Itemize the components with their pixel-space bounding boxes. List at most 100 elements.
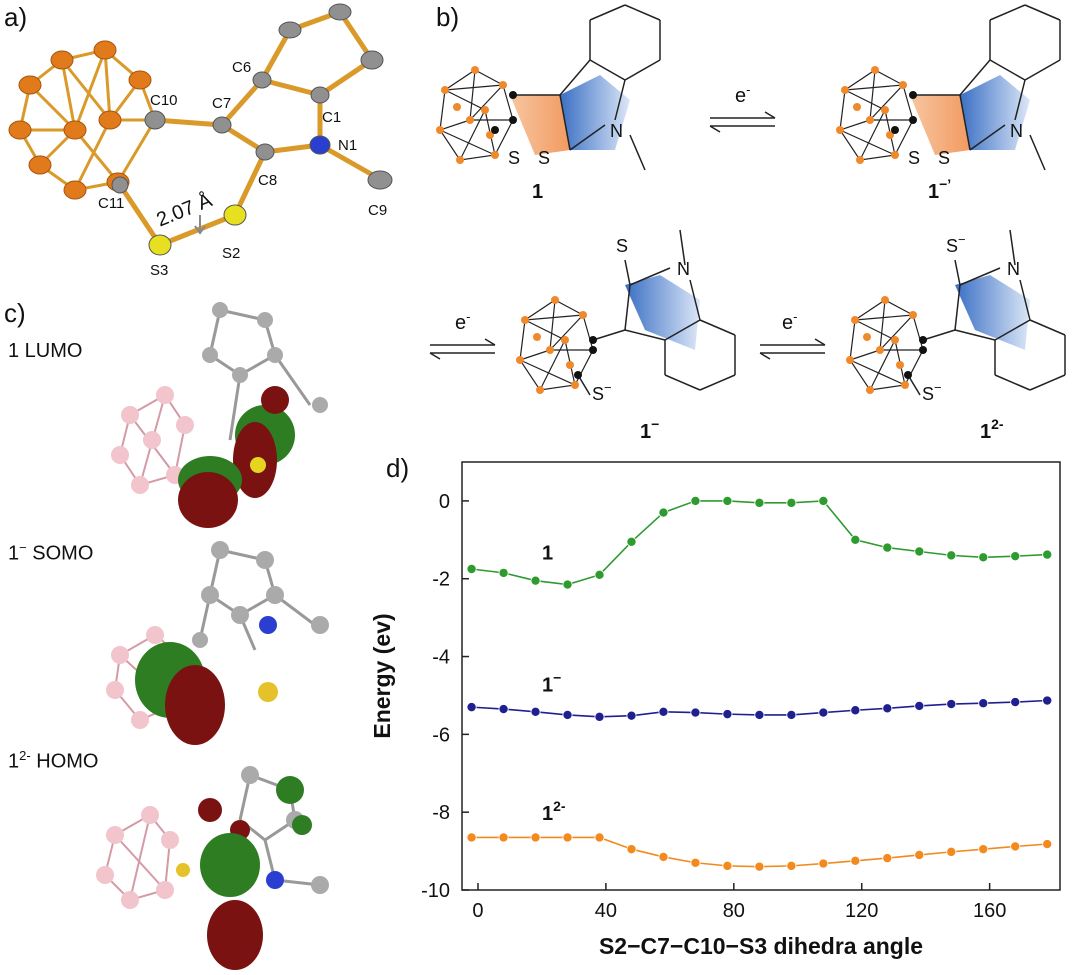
y-tick-label: -10: [421, 880, 450, 902]
data-point: [914, 546, 925, 557]
data-point: [562, 579, 573, 590]
data-point: [498, 704, 509, 715]
data-point: [1010, 841, 1021, 852]
thiolate-bottom: S−: [922, 380, 942, 404]
equilibrium-arrow-3: [759, 338, 826, 360]
y-axis-ticks: 0 -2 -4 -6 -8 -10: [421, 491, 469, 902]
nitrogen: N: [1007, 259, 1020, 279]
data-point: [626, 844, 637, 855]
atom-label-s3: S3: [150, 262, 168, 279]
x-tick-label: 160: [973, 900, 1006, 922]
data-point: [530, 832, 541, 843]
compound-1: S S N 1: [435, 4, 661, 203]
x-axis-ticks: 0 40 80 120 160: [472, 883, 1006, 922]
thiolate-top: S−: [946, 232, 966, 256]
x-tick-label: 120: [845, 900, 878, 922]
panel-label-d: d): [386, 453, 410, 483]
sulfur-d: S: [938, 148, 950, 168]
compound-label-1-dianion: 12-: [980, 416, 1004, 443]
data-point: [818, 858, 829, 869]
atom-label-c6: C6: [232, 59, 251, 76]
data-point: [498, 832, 509, 843]
data-point: [690, 495, 701, 506]
data-point: [818, 495, 829, 506]
equilibrium-arrow-1: [709, 111, 776, 133]
data-point: [658, 706, 669, 717]
data-point: [882, 542, 893, 553]
series-line-1: [471, 500, 1048, 586]
atom-label-c8: C8: [258, 172, 277, 189]
data-point: [1010, 551, 1021, 562]
data-point: [722, 495, 733, 506]
data-point: [914, 700, 925, 711]
nitrogen: N: [610, 121, 623, 141]
sulfur-a: S: [508, 148, 520, 168]
electron-label-2: e-: [455, 309, 470, 334]
reaction-scheme: S S N 1 e- S S N 1−’ e-: [429, 4, 1066, 443]
nitrogen: N: [1010, 121, 1023, 141]
data-point: [626, 536, 637, 547]
data-point: [850, 705, 861, 716]
data-point: [722, 860, 733, 871]
data-point: [530, 706, 541, 717]
structure-atoms: [111, 3, 393, 256]
x-tick-label: 40: [595, 900, 617, 922]
data-point: [466, 702, 477, 713]
x-tick-label: 0: [472, 900, 483, 922]
nitrogen: N: [677, 259, 690, 279]
data-point: [466, 832, 477, 843]
sulfur-b: S: [538, 148, 550, 168]
x-axis-label: S2−C7−C10−S3 dihedra angle: [599, 933, 923, 959]
data-point: [754, 709, 765, 720]
data-point: [946, 846, 957, 857]
data-point: [1042, 839, 1053, 850]
data-point: [978, 844, 989, 855]
data-point: [658, 851, 669, 862]
distance-arrow: [194, 215, 206, 235]
atom-label-c1: C1: [322, 109, 341, 126]
data-point: [498, 567, 509, 578]
data-point: [946, 550, 957, 561]
somo-orbital: [106, 541, 329, 745]
homo-orbital: [96, 766, 329, 970]
thiolate: S−: [592, 380, 612, 404]
energy-chart: 0 40 80 120 160 0 -2 -4 -6 -8 -10 S2−C7−C10−S3 di…: [369, 461, 1061, 959]
data-point: [1042, 695, 1053, 706]
y-tick-label: -8: [432, 802, 450, 824]
data-point: [562, 832, 573, 843]
electron-label-1: e-: [735, 82, 750, 107]
orbital-label-lumo: 1 LUMO: [8, 340, 83, 362]
data-point: [754, 497, 765, 508]
data-point: [850, 534, 861, 545]
data-point: [594, 711, 605, 722]
data-point: [690, 707, 701, 718]
electron-label-3: e-: [782, 309, 797, 334]
data-point: [946, 699, 957, 710]
series-label-1-dianion: 12-: [542, 798, 566, 825]
data-point: [690, 857, 701, 868]
crystal-structure: C10 C7 C6 C1 N1 C8 C11 S3 S2 C9 2.07 Å: [8, 3, 393, 279]
atom-label-c9: C9: [368, 202, 387, 219]
data-point: [786, 497, 797, 508]
data-point: [786, 860, 797, 871]
data-point: [466, 564, 477, 575]
data-point: [1042, 549, 1053, 560]
orbital-label-homo: 12- HOMO: [8, 748, 99, 773]
plot-frame: [461, 461, 1061, 891]
atom-label-c11: C11: [98, 195, 124, 212]
y-axis-label: Energy (ev): [369, 613, 395, 738]
data-point: [562, 709, 573, 720]
data-point: [786, 709, 797, 720]
sulfur-radical: S: [616, 236, 628, 256]
compound-1-radical: S S N 1−’: [835, 4, 1061, 203]
orbital-label-somo: 1− SOMO: [8, 540, 94, 565]
series-label-1: 1: [542, 542, 553, 564]
sulfur-c: S: [908, 148, 920, 168]
data-point: [850, 855, 861, 866]
compound-label-1-radical: 1−’: [928, 176, 951, 203]
compound-1-anion: S N S− 1−: [515, 229, 736, 443]
panel-label-a: a): [4, 2, 28, 32]
panel-label-c: c): [4, 298, 26, 328]
panel-label-b: b): [436, 2, 460, 32]
x-tick-label: 80: [723, 900, 745, 922]
